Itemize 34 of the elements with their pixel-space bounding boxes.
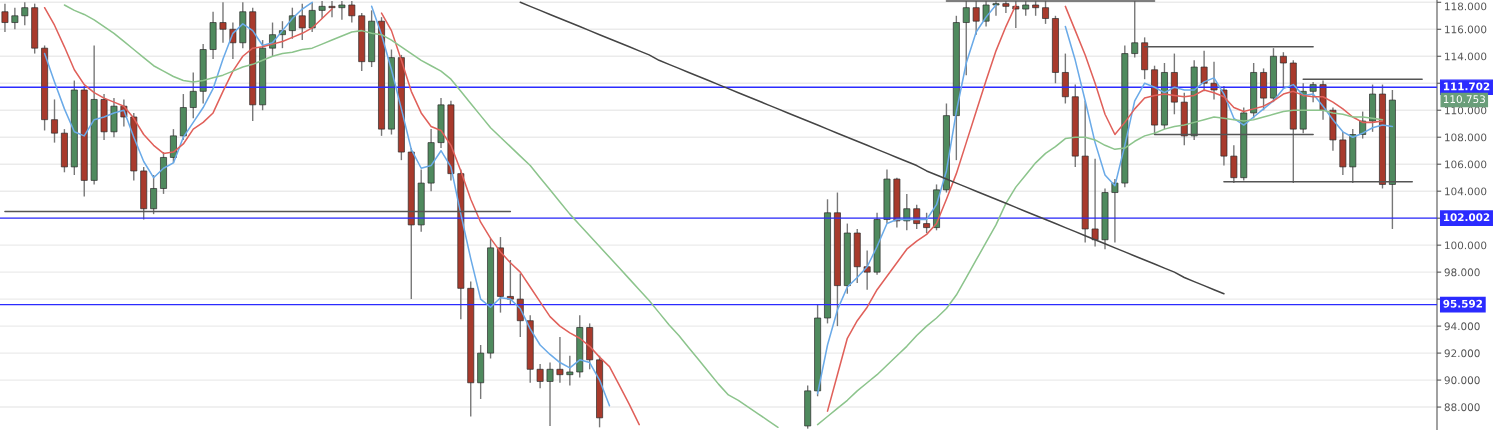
y-tick-label: 90.000 — [1444, 376, 1480, 385]
candlestick — [348, 0, 356, 24]
y-tick-label: 92.000 — [1444, 349, 1480, 358]
ref-line-label: 111.702 — [1443, 82, 1490, 91]
ref-line-label: 102.002 — [1443, 213, 1490, 222]
candlestick — [189, 71, 197, 120]
candlestick — [298, 2, 306, 41]
y-tick-label: 114.000 — [1445, 52, 1487, 61]
candlestick — [308, 1, 316, 33]
text: 110.753 — [1443, 95, 1485, 104]
candlestick — [219, 1, 227, 44]
candlestick — [21, 1, 29, 26]
y-tick-label: 98.000 — [1444, 268, 1480, 277]
y-tick-label: 88.000 — [1444, 403, 1480, 412]
candlestick — [11, 6, 19, 30]
y-tick-label: 106.000 — [1445, 160, 1487, 169]
candlestick — [51, 98, 58, 144]
candlestick — [338, 0, 346, 21]
y-tick-label: 94.000 — [1444, 322, 1480, 331]
y-tick-label: 108.000 — [1445, 133, 1487, 142]
candlestick — [318, 0, 326, 20]
candlestick — [1042, 0, 1049, 25]
candlestick — [288, 6, 296, 40]
y-tick-label: 104.000 — [1445, 187, 1487, 196]
y-tick-label: 100.000 — [1445, 241, 1487, 250]
y-tick-label: 110.000 — [1445, 106, 1487, 115]
ref-line-label: 95.592 — [1443, 299, 1483, 308]
candlestick — [1111, 178, 1119, 244]
candlestick — [150, 174, 158, 215]
y-tick-label: 118.000 — [1445, 2, 1487, 11]
candlestick — [170, 128, 177, 164]
y-tick-label: 116.000 — [1445, 25, 1487, 34]
candlestick — [1, 2, 9, 33]
candlestick — [328, 0, 336, 18]
